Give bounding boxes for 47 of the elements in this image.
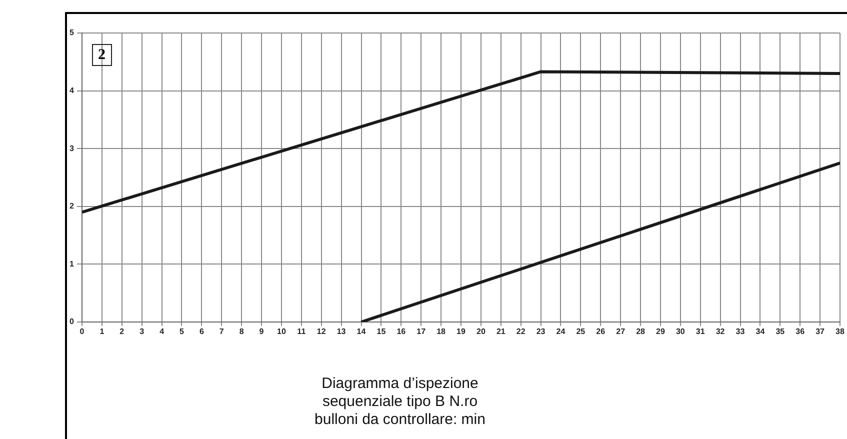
x-tick-label: 17	[416, 327, 426, 336]
x-tick-label: 13	[336, 327, 346, 336]
x-tick-label: 14	[356, 327, 366, 336]
y-tick-label: 1	[70, 259, 75, 268]
x-tick-label: 20	[476, 327, 486, 336]
x-tick-label: 30	[676, 327, 686, 336]
x-tick-label: 16	[396, 327, 406, 336]
text: Diagramma d’ispezione sequenziale tipo B N.ro bulloni da controllare: min	[314, 375, 486, 429]
x-tick-label: 15	[376, 327, 386, 336]
x-tick-label: 8	[239, 327, 244, 336]
x-tick-label: 28	[636, 327, 646, 336]
x-tick-label: 31	[696, 327, 706, 336]
x-tick-label: 25	[576, 327, 586, 336]
x-tick-label: 12	[316, 327, 326, 336]
x-tick-label: 10	[277, 327, 286, 336]
x-tick-label: 36	[796, 327, 806, 336]
x-tick-label: 37	[816, 327, 826, 336]
x-tick-label: 32	[716, 327, 726, 336]
x-tick-label: 21	[496, 327, 506, 336]
x-tick-label: 22	[516, 327, 526, 336]
y-tick-label: 0	[70, 317, 75, 326]
x-tick-label: 11	[297, 327, 306, 336]
x-tick-label: 29	[656, 327, 666, 336]
x-tick-label: 3	[140, 327, 145, 336]
x-tick-label: 0	[80, 327, 85, 336]
x-tick-label: 27	[616, 327, 626, 336]
x-tick-label: 9	[259, 327, 264, 336]
x-tick-label: 26	[596, 327, 606, 336]
x-tick-label: 23	[536, 327, 546, 336]
x-tick-label: 19	[456, 327, 466, 336]
x-tick-label: 33	[736, 327, 746, 336]
x-tick-label: 35	[776, 327, 786, 336]
x-tick-label: 34	[756, 327, 766, 336]
x-tick-label: 24	[556, 327, 566, 336]
x-tick-label: 5	[180, 327, 185, 336]
x-tick-label: 18	[436, 327, 446, 336]
y-tick-label: 4	[70, 86, 75, 96]
x-tick-label: 7	[219, 327, 224, 336]
y-tick-label: 3	[70, 144, 75, 153]
y-tick-label: 2	[70, 202, 75, 211]
annotation: 2	[92, 44, 112, 66]
y-tick-label: 5	[70, 28, 75, 38]
x-tick-label: 6	[199, 327, 204, 336]
x-tick-label: 1	[100, 327, 105, 336]
x-tick-label: 4	[160, 327, 165, 336]
x-tick-label: 2	[120, 327, 125, 336]
x-tick-label: 38	[836, 327, 845, 336]
